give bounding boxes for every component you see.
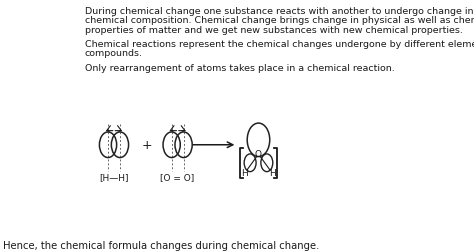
Text: H: H [269,168,276,177]
Text: During chemical change one substance reacts with another to undergo change in: During chemical change one substance rea… [85,7,474,16]
Text: compounds.: compounds. [85,49,143,58]
Text: [H—H]: [H—H] [99,173,129,182]
Text: Hence, the chemical formula changes during chemical change.: Hence, the chemical formula changes duri… [3,240,319,250]
Text: H: H [241,168,248,177]
Text: O: O [255,150,262,159]
Text: +: + [142,139,153,152]
Text: properties of matter and we get new substances with new chemical properties.: properties of matter and we get new subs… [85,25,463,35]
Text: Only rearrangement of atoms takes place in a chemical reaction.: Only rearrangement of atoms takes place … [85,63,394,72]
Text: Chemical reactions represent the chemical changes undergone by different element: Chemical reactions represent the chemica… [85,40,474,49]
Text: [O = O]: [O = O] [161,173,195,182]
Text: chemical composition. Chemical change brings change in physical as well as chemi: chemical composition. Chemical change br… [85,16,474,25]
